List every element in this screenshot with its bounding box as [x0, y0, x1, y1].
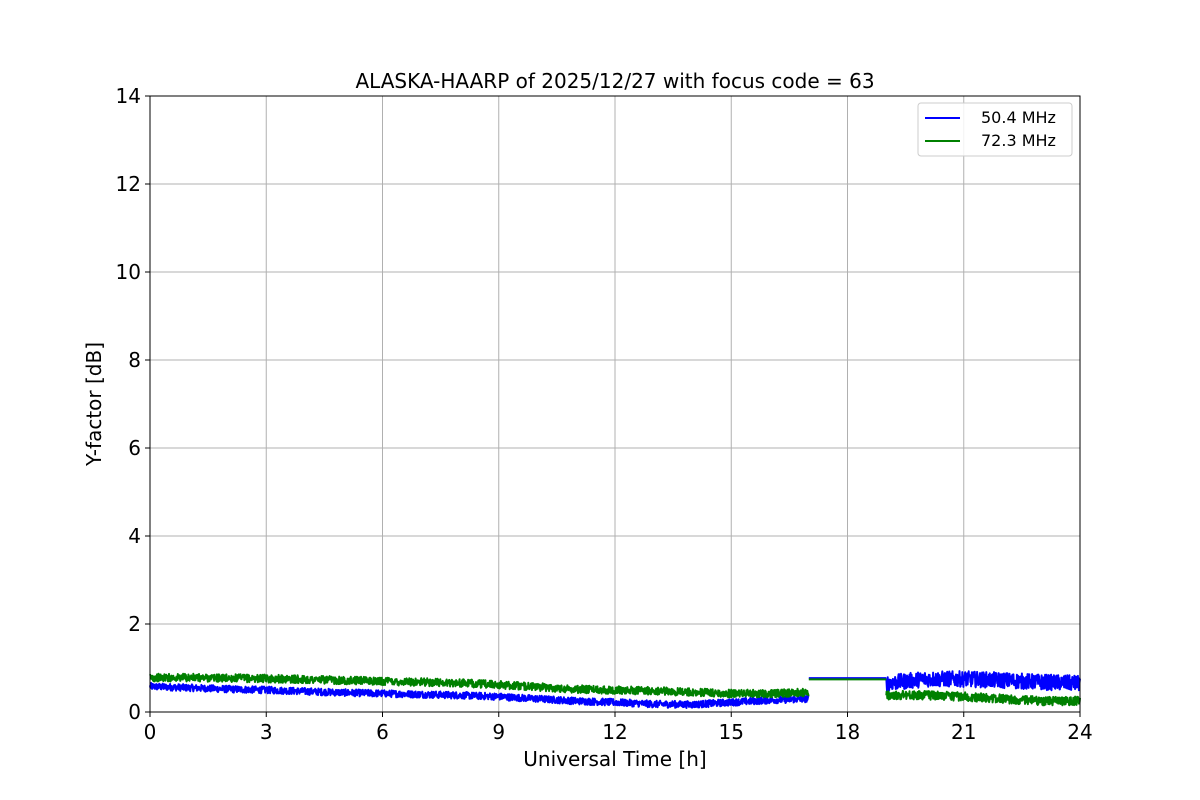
- x-tick-label: 3: [260, 720, 273, 744]
- y-tick-label: 8: [128, 348, 141, 372]
- y-tick-label: 0: [128, 700, 141, 724]
- y-tick-label: 14: [116, 84, 141, 108]
- grid: [149, 95, 1081, 713]
- y-tick-label: 10: [116, 260, 141, 284]
- y-axis-label: Y-factor [dB]: [82, 342, 106, 467]
- x-tick-label: 15: [719, 720, 744, 744]
- series-0-segment-2: [885, 670, 1081, 692]
- legend-box: [917, 102, 1073, 157]
- chart-title: ALASKA-HAARP of 2025/12/27 with focus co…: [355, 69, 874, 93]
- y-tick-label: 2: [128, 612, 141, 636]
- x-tick-label: 21: [951, 720, 976, 744]
- legend-label-72mhz: 72.3 MHz: [981, 131, 1056, 150]
- y-tick-label: 4: [128, 524, 141, 548]
- x-tick-label: 12: [602, 720, 627, 744]
- y-tick-label: 6: [128, 436, 141, 460]
- y-tick-label: 12: [116, 172, 141, 196]
- x-tick-label: 0: [144, 720, 157, 744]
- legend: 50.4 MHz 72.3 MHz: [917, 102, 1073, 157]
- legend-label-50mhz: 50.4 MHz: [981, 108, 1056, 127]
- x-tick-label: 6: [376, 720, 389, 744]
- x-axis-label: Universal Time [h]: [523, 747, 706, 771]
- x-tick-label: 24: [1067, 720, 1092, 744]
- series-layer: [149, 670, 1081, 709]
- series-0-segment-0: [149, 682, 810, 709]
- series-1-segment-0: [149, 672, 810, 699]
- x-tick-label: 9: [492, 720, 505, 744]
- series-1-segment-2: [885, 689, 1081, 707]
- x-tick-label: 18: [835, 720, 860, 744]
